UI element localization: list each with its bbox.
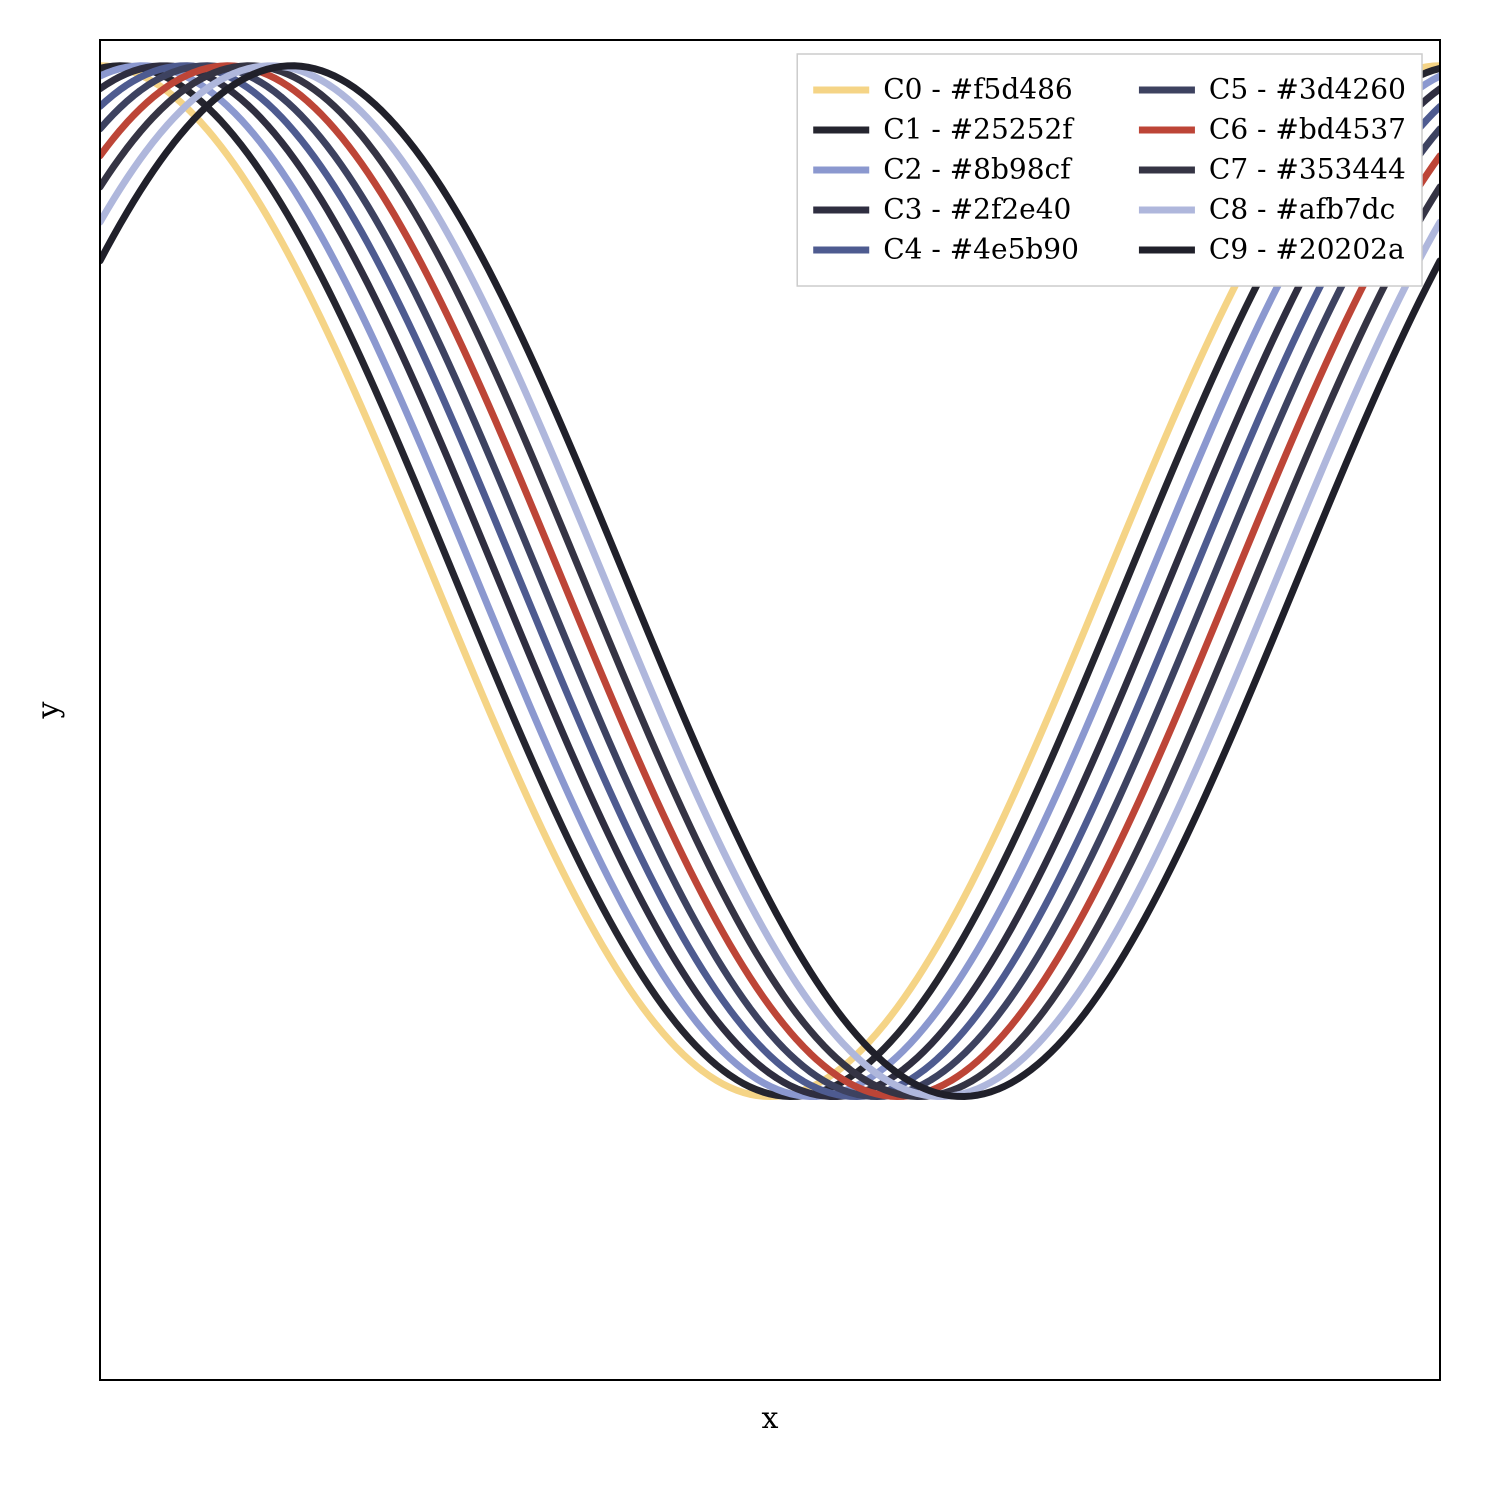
chart-svg: x y C0 - #f5d486 C1 - #25252f C2 - #8b98cf C3… [0, 0, 1500, 1500]
legend-label-c3: C3 - #2f2e40 [883, 193, 1071, 226]
legend: C0 - #f5d486 C1 - #25252f C2 - #8b98cf C3 -… [797, 54, 1422, 286]
legend-label-c7: C7 - #353444 [1209, 153, 1406, 186]
legend-label-c5: C5 - #3d4260 [1209, 73, 1406, 106]
legend-label-c4: C4 - #4e5b90 [883, 233, 1079, 266]
legend-label-c9: C9 - #20202a [1209, 233, 1405, 266]
legend-label-c2: C2 - #8b98cf [883, 153, 1073, 186]
legend-label-c8: C8 - #afb7dc [1209, 193, 1395, 226]
legend-label-c6: C6 - #bd4537 [1209, 113, 1406, 146]
y-axis-label: y [31, 701, 66, 719]
x-axis-label: x [762, 1401, 779, 1436]
legend-label-c1: C1 - #25252f [883, 113, 1075, 146]
legend-label-c0: C0 - #f5d486 [883, 73, 1073, 106]
